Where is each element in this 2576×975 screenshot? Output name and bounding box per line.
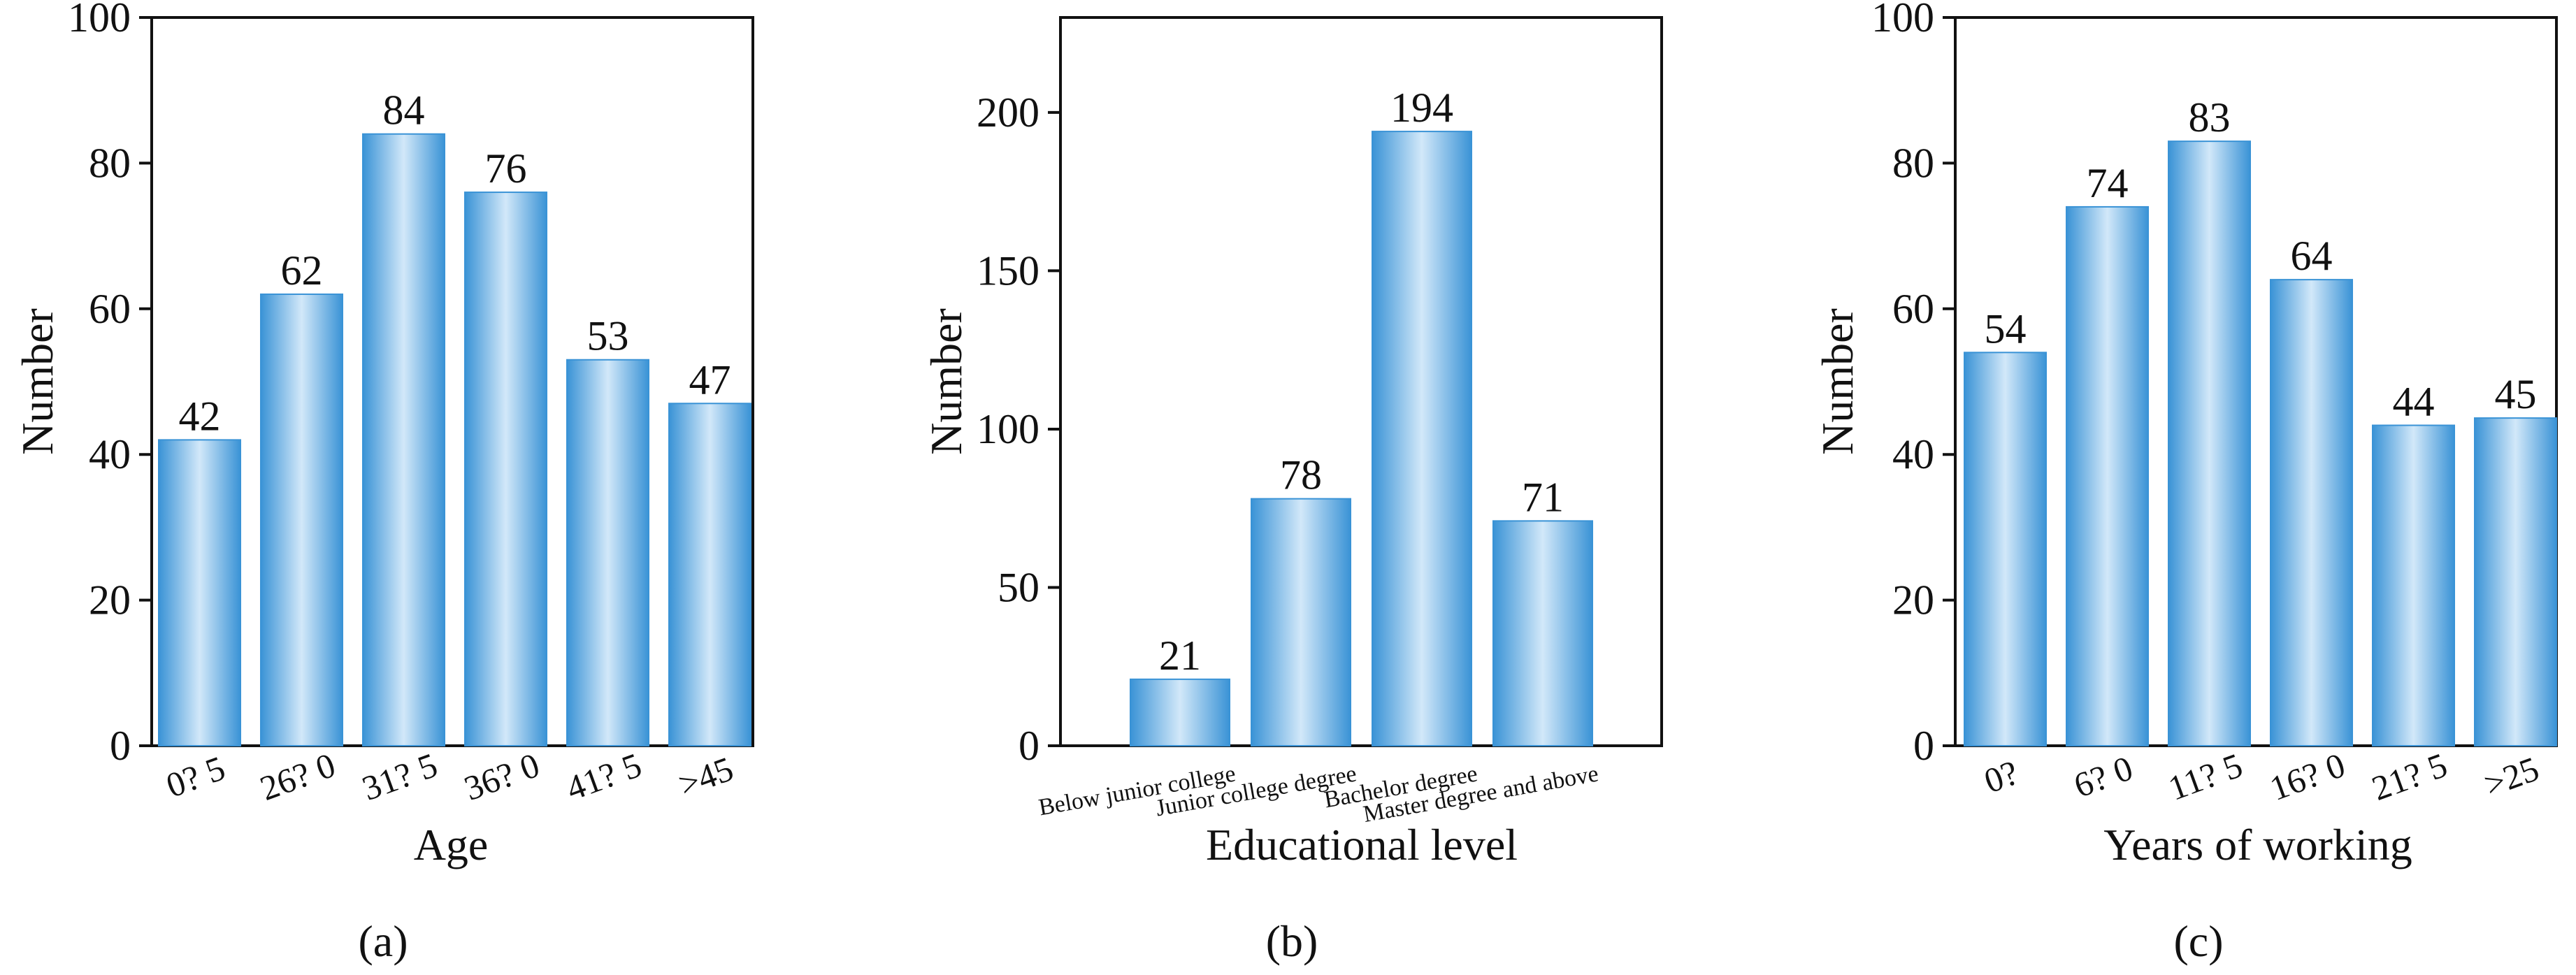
bar [158,439,241,746]
data-label: 53 [587,313,629,359]
data-label: 42 [179,393,221,439]
x-tick-label: 11? 5 [2163,745,2247,808]
bar [566,359,649,746]
y-tick-label: 0 [1019,723,1039,769]
data-label: 74 [2087,160,2129,206]
chart-panel-b: 0 50 100 150 200 21 78 194 71 Below junior coll… [921,16,1663,966]
y-axis-ticks: 0 50 100 150 200 [977,89,1060,769]
bar [1964,352,2047,746]
bar [2168,140,2251,746]
data-label: 84 [383,87,425,133]
plot-frame [1059,16,1663,747]
bar [362,133,445,747]
bars [1130,131,1593,747]
panel-label: (a) [358,916,408,966]
bar [2066,205,2149,747]
y-tick-label: 100 [1871,0,1934,41]
x-tick-label: >25 [2479,749,2544,804]
data-labels: 54 74 83 64 44 45 [1985,94,2537,424]
y-axis-label: Number [1813,308,1862,455]
x-axis-tick-labels: 0? 5 26? 0 31? 5 36? 0 41? 5 >45 [161,745,738,808]
x-tick-label: 16? 0 [2265,745,2350,808]
bars [158,133,751,747]
y-tick-label: 0 [1913,723,1934,769]
y-tick-label: 80 [89,140,131,186]
y-tick-label: 60 [1892,286,1934,332]
x-tick-label: 6? 0 [2068,748,2138,805]
y-axis-label: Number [921,308,971,455]
data-label: 54 [1985,305,2027,352]
x-tick-label: >45 [673,749,738,804]
data-label: 76 [485,145,527,192]
y-axis-ticks: 0 20 40 60 80 100 [1871,0,1955,769]
y-tick-label: 50 [998,564,1039,610]
data-label: 78 [1280,452,1322,498]
y-axis-label: Number [13,308,62,455]
y-tick-label: 80 [1892,140,1934,186]
y-tick-label: 150 [977,247,1039,294]
x-tick-label: 0? [1979,753,2024,801]
y-tick-label: 40 [1892,431,1934,477]
x-tick-label: 41? 5 [561,745,647,808]
data-labels: 42 62 84 76 53 47 [179,87,731,440]
data-label: 62 [281,247,323,294]
bar [1372,131,1472,747]
bar [464,192,547,746]
data-label: 21 [1159,633,1201,679]
chart-panel-c: 0 20 40 60 80 100 54 74 83 64 44 45 0? 6? 0 11? 5 16… [1813,0,2558,966]
panel-label: (b) [1266,916,1318,966]
y-tick-label: 100 [977,406,1039,452]
data-labels: 21 78 194 71 [1159,85,1564,679]
bar [1492,520,1593,746]
bar [2270,279,2353,746]
data-label: 64 [2291,233,2333,279]
bars [1964,140,2557,747]
bar [260,293,343,746]
bar [2474,417,2557,746]
data-label: 83 [2189,94,2231,140]
y-tick-label: 0 [110,723,131,769]
y-tick-label: 20 [89,577,131,623]
y-tick-label: 200 [977,89,1039,136]
x-tick-label: 21? 5 [2367,745,2452,808]
plot-frame [1954,16,2558,747]
x-axis-label: Educational level [1206,820,1518,869]
bar [1251,498,1351,746]
panel-label: (c) [2173,916,2223,966]
y-tick-label: 20 [1892,577,1934,623]
x-tick-label: 36? 0 [459,745,545,808]
data-label: 45 [2495,371,2537,417]
plot-frame [150,16,754,747]
y-axis-ticks: 0 20 40 60 80 100 [68,0,152,769]
bar [2372,424,2455,747]
data-label: 194 [1390,85,1453,131]
x-tick-label: 31? 5 [357,745,442,808]
y-tick-label: 60 [89,286,131,332]
bar [668,403,751,746]
bar [1130,678,1230,746]
x-tick-label: 26? 0 [255,745,340,808]
y-tick-label: 100 [68,0,131,41]
x-axis-tick-labels: 0? 6? 0 11? 5 16? 0 21? 5 >25 [1979,745,2544,808]
x-axis-label: Years of working [2103,820,2412,869]
data-label: 47 [689,356,731,403]
y-tick-label: 40 [89,431,131,477]
x-axis-label: Age [414,820,489,869]
data-label: 44 [2393,379,2435,425]
x-tick-label: 0? 5 [161,748,230,805]
data-label: 71 [1522,474,1564,520]
chart-panel-a: 0 20 40 60 80 100 42 62 84 76 53 47 0? 5 26? 0 31? 5… [13,0,754,966]
